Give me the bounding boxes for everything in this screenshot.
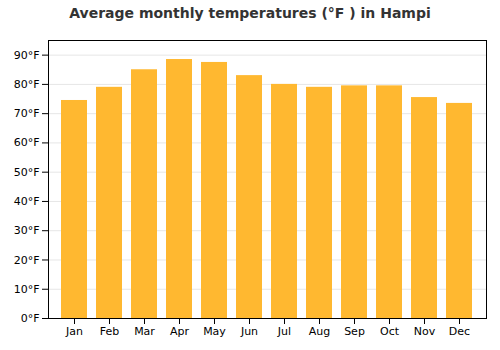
svg-text:10°F: 10°F xyxy=(14,283,40,296)
svg-text:Aug: Aug xyxy=(309,325,330,338)
svg-text:Jan: Jan xyxy=(65,325,83,338)
svg-text:Jun: Jun xyxy=(240,325,258,338)
svg-text:Nov: Nov xyxy=(414,325,436,338)
svg-text:Mar: Mar xyxy=(134,325,155,338)
svg-text:70°F: 70°F xyxy=(14,107,40,120)
svg-text:May: May xyxy=(203,325,226,338)
svg-text:Feb: Feb xyxy=(100,325,119,338)
svg-text:80°F: 80°F xyxy=(14,78,40,91)
svg-text:0°F: 0°F xyxy=(21,312,40,325)
svg-text:Sep: Sep xyxy=(344,325,365,338)
svg-text:Dec: Dec xyxy=(449,325,470,338)
svg-text:50°F: 50°F xyxy=(14,166,40,179)
svg-text:Jul: Jul xyxy=(277,325,291,338)
svg-text:60°F: 60°F xyxy=(14,136,40,149)
svg-text:Apr: Apr xyxy=(170,325,190,338)
svg-text:20°F: 20°F xyxy=(14,253,40,266)
svg-text:30°F: 30°F xyxy=(14,224,40,237)
svg-text:90°F: 90°F xyxy=(14,49,40,62)
html-text:Average monthly temperatures (: Average monthly temperatures (°F ) in Ha… xyxy=(69,5,431,21)
svg-text:40°F: 40°F xyxy=(14,195,40,208)
svg-text:Oct: Oct xyxy=(380,325,400,338)
